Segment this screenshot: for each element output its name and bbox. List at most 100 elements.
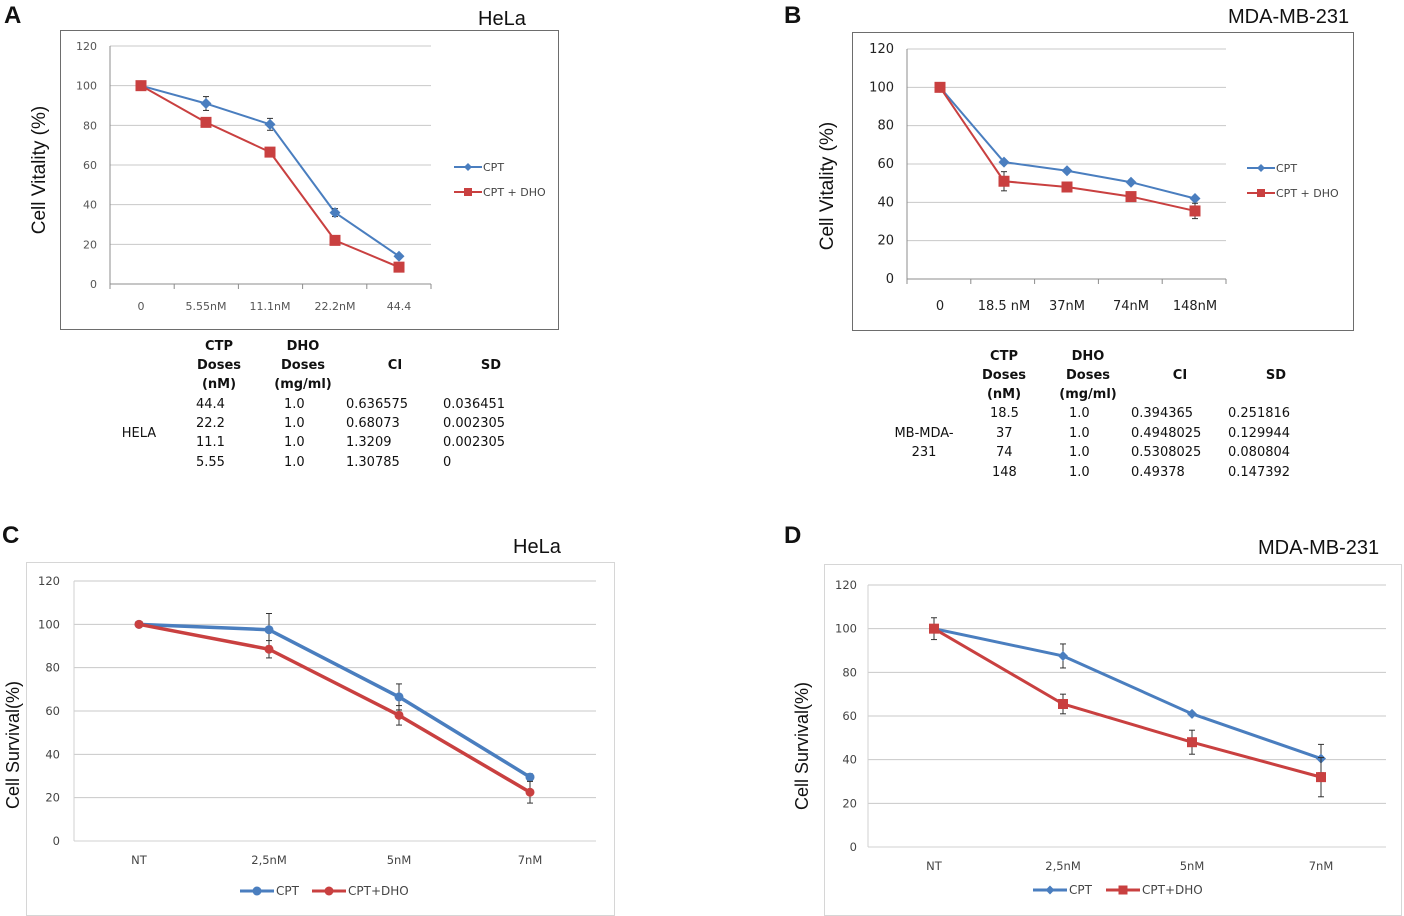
- x-tick-label: 22.2nM: [315, 300, 356, 313]
- table-cell: 0: [443, 455, 452, 470]
- y-tick-label: 0: [90, 278, 97, 291]
- panel-letter-d: D: [784, 522, 802, 549]
- x-tick-label: 18.5 nM: [978, 299, 1031, 314]
- x-tick-label: 74nM: [1113, 299, 1149, 314]
- table-cell: 0.002305: [443, 435, 506, 450]
- table-cell: 1.0: [1069, 426, 1090, 441]
- table-header-ctp: CTP Doses (nM): [981, 349, 1026, 402]
- table-cell: 0.080804: [1228, 445, 1291, 460]
- data-point: [329, 207, 341, 219]
- y-tick-label: 40: [842, 753, 857, 767]
- y-tick-label: 0: [850, 840, 857, 854]
- y-tick-label: 60: [877, 157, 894, 172]
- data-point: [929, 623, 939, 634]
- legend-label: CPT + DHO: [1276, 187, 1339, 200]
- x-tick-label: NT: [131, 853, 148, 867]
- y-tick-label: 40: [45, 747, 60, 761]
- x-tick-label: 5nM: [387, 853, 412, 867]
- chart-frame-d: [824, 564, 1402, 916]
- table-cell: 0.251816: [1228, 406, 1291, 421]
- data-point: [998, 175, 1010, 187]
- legend-label: CPT: [1069, 883, 1093, 897]
- chart-frame-a: [60, 30, 559, 330]
- x-tick-label: 7nM: [1309, 859, 1334, 873]
- data-point: [998, 156, 1010, 168]
- table-cell: 1.0: [284, 397, 305, 412]
- y-tick-label: 80: [45, 661, 60, 675]
- chart-title-a: HeLa: [478, 8, 526, 30]
- legend-marker: [464, 188, 472, 196]
- table-cell: 1.3209: [346, 435, 392, 450]
- legend-label: CPT: [1276, 162, 1297, 175]
- data-point: [264, 146, 276, 158]
- panel-letter-c: C: [2, 522, 20, 549]
- legend-marker: [464, 163, 472, 171]
- table-cell: 0.49378: [1131, 465, 1185, 480]
- table-cell: 1.0: [1069, 445, 1090, 460]
- legend-label: CPT: [276, 884, 300, 898]
- data-point: [264, 625, 274, 635]
- table-cell: 0.636575: [346, 397, 409, 412]
- y-tick-label: 0: [886, 272, 894, 287]
- y-tick-label: 60: [842, 709, 857, 723]
- x-tick-label: 37nM: [1049, 299, 1085, 314]
- data-point: [393, 261, 405, 273]
- y-tick-label: 0: [53, 834, 60, 848]
- chart-title-d: MDA-MB-231: [1258, 537, 1380, 559]
- x-tick-label: 5.55nM: [186, 300, 227, 313]
- y-tick-label: 80: [83, 119, 97, 132]
- data-point: [1187, 737, 1197, 748]
- y-tick-label: 100: [38, 617, 60, 631]
- y-tick-label: 60: [83, 159, 97, 172]
- table-header-sd: SD: [480, 358, 502, 373]
- table-header-ctp: CTP Doses (nM): [196, 339, 241, 392]
- data-point: [134, 619, 144, 629]
- x-tick-label: 0: [138, 300, 145, 313]
- panel-letter-b: B: [784, 2, 802, 29]
- chart-title-c: HeLa: [513, 536, 561, 558]
- legend-label: CPT: [483, 161, 504, 174]
- table-cell: 44.4: [196, 397, 225, 412]
- data-point: [329, 234, 341, 246]
- table-cell: 11.1: [196, 435, 225, 450]
- x-tick-label: 7nM: [518, 853, 543, 867]
- y-tick-label: 40: [83, 199, 97, 212]
- table-row-label: MB-MDA- 231: [894, 426, 954, 460]
- legend-label: CPT+DHO: [1142, 883, 1203, 897]
- legend-marker: [1045, 885, 1055, 895]
- data-point: [1058, 650, 1068, 661]
- legend-marker: [252, 886, 262, 896]
- y-tick-label: 80: [842, 665, 857, 679]
- y-tick-label: 80: [877, 119, 894, 134]
- table-cell: 37: [996, 426, 1013, 441]
- y-tick-label: 20: [45, 791, 60, 805]
- table-cell: 0.4948025: [1131, 426, 1202, 441]
- table-cell: 0.68073: [346, 416, 400, 431]
- x-tick-label: NT: [926, 859, 943, 873]
- x-tick-label: 0: [936, 299, 944, 314]
- table-cell: 0.129944: [1228, 426, 1291, 441]
- y-tick-label: 120: [835, 578, 857, 592]
- table-header-ci: CI: [1172, 368, 1188, 383]
- table-cell: 1.0: [284, 435, 305, 450]
- data-point: [394, 692, 404, 702]
- data-point: [393, 250, 405, 262]
- data-point: [934, 81, 946, 93]
- table-cell: 1.0: [1069, 406, 1090, 421]
- table-cell: 22.2: [196, 416, 225, 431]
- data-point: [1125, 176, 1137, 188]
- table-header-ci: CI: [387, 358, 403, 373]
- y-tick-label: 100: [869, 80, 894, 95]
- table-cell: 0.036451: [443, 397, 506, 412]
- table-cell: 1.0: [284, 455, 305, 470]
- chart-title-b: MDA-MB-231: [1228, 6, 1350, 28]
- table-cell: 0.394365: [1131, 406, 1194, 421]
- y-tick-label: 20: [842, 796, 857, 810]
- data-point: [525, 787, 535, 797]
- y-tick-label: 120: [76, 40, 97, 53]
- y-tick-label: 20: [877, 234, 894, 249]
